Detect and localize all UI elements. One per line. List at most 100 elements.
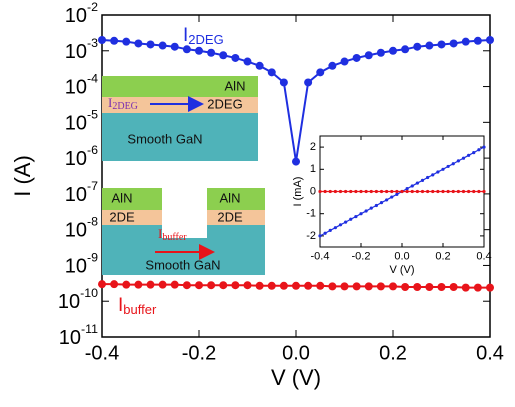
data-point xyxy=(420,178,425,182)
data-point xyxy=(467,189,471,194)
data-point xyxy=(318,234,322,238)
data-point xyxy=(395,192,399,196)
data-point xyxy=(340,282,349,291)
data-point xyxy=(134,280,143,289)
data-point xyxy=(231,281,240,290)
data-point xyxy=(170,42,179,51)
data-point xyxy=(333,226,337,230)
y-tick-label: 10-7 xyxy=(65,179,98,206)
y-tick-label: 10-9 xyxy=(65,251,98,278)
data-point xyxy=(385,189,389,194)
data-point xyxy=(267,68,276,77)
data-point xyxy=(482,145,486,149)
y-tick-label: 10-6 xyxy=(65,143,98,170)
data-point xyxy=(437,40,446,49)
data-point xyxy=(374,203,378,208)
data-point xyxy=(426,189,430,194)
current-label: I xyxy=(158,226,162,241)
data-point xyxy=(461,189,466,194)
data-point xyxy=(389,282,397,291)
data-point xyxy=(395,189,399,194)
data-point xyxy=(390,189,394,194)
data-point xyxy=(415,181,419,185)
data-point xyxy=(292,281,300,290)
tick-exponent: -5 xyxy=(87,108,98,122)
diagram-label: AlN xyxy=(225,78,246,93)
tick-base: 10 xyxy=(65,220,87,242)
diagram-label: 2DE xyxy=(109,209,135,224)
aln-layer xyxy=(102,188,162,210)
diagram-label: Smooth GaN xyxy=(145,257,220,272)
y-tick-label: 0 xyxy=(310,185,316,197)
x-tick-label: 0.4 xyxy=(476,250,491,262)
series-annotation: I2DEG xyxy=(183,25,224,47)
data-point xyxy=(379,189,384,194)
data-point xyxy=(316,281,325,290)
annotation-subscript: 2DEG xyxy=(188,32,223,47)
data-point xyxy=(431,173,435,177)
y-tick-label: 10-5 xyxy=(65,108,98,135)
data-point xyxy=(110,36,119,45)
2de-layer xyxy=(102,210,162,225)
data-point xyxy=(449,39,458,48)
data-point xyxy=(333,189,337,194)
data-point xyxy=(146,280,155,289)
data-point xyxy=(182,45,191,54)
data-point xyxy=(182,281,191,290)
data-point xyxy=(405,187,409,191)
data-point xyxy=(473,283,482,292)
tick-base: 10 xyxy=(59,327,81,349)
data-point xyxy=(304,281,313,290)
tick-base: 10 xyxy=(65,41,87,63)
data-point xyxy=(376,48,385,57)
x-tick-label: 0.2 xyxy=(379,342,407,364)
data-point xyxy=(401,282,410,291)
x-tick-label: 0.2 xyxy=(435,250,450,262)
diagram-label: Ibuffer xyxy=(158,226,187,243)
data-point xyxy=(255,281,264,290)
data-point xyxy=(385,198,389,202)
data-point xyxy=(323,231,327,235)
tick-base: 10 xyxy=(65,5,87,27)
data-point xyxy=(231,53,240,62)
data-point xyxy=(328,282,337,291)
y-tick-label: 2 xyxy=(310,141,316,153)
tick-exponent: -4 xyxy=(87,72,98,86)
data-point xyxy=(415,189,419,194)
series-annotation: Ibuffer xyxy=(118,295,157,317)
data-point xyxy=(195,281,203,290)
data-point xyxy=(328,61,337,70)
data-point xyxy=(437,282,446,291)
y-tick-label: 10-2 xyxy=(65,0,98,27)
annotation-text: I xyxy=(183,25,188,46)
data-point xyxy=(328,228,332,232)
data-point xyxy=(207,48,216,57)
tick-exponent: -10 xyxy=(80,287,98,301)
y-tick-label: -2 xyxy=(306,230,316,242)
data-point xyxy=(446,164,450,169)
data-point xyxy=(413,282,422,291)
data-point xyxy=(354,189,358,194)
data-point xyxy=(426,175,430,180)
data-point xyxy=(477,148,481,152)
diagram-label: AlN xyxy=(220,190,241,205)
y-tick-label: 10-10 xyxy=(58,287,98,314)
data-point xyxy=(410,189,414,194)
y-tick-label: 10-4 xyxy=(65,72,98,99)
data-point xyxy=(110,280,119,289)
data-point xyxy=(461,283,470,292)
tick-exponent: -3 xyxy=(87,36,98,50)
data-point xyxy=(441,189,445,194)
x-tick-label: -0.2 xyxy=(352,250,371,262)
data-point xyxy=(267,281,276,290)
data-point xyxy=(456,159,460,163)
data-point xyxy=(316,68,325,77)
data-point xyxy=(400,189,404,194)
tick-exponent: -9 xyxy=(87,251,98,265)
data-point xyxy=(364,189,368,194)
data-point xyxy=(451,189,455,194)
data-point xyxy=(486,283,494,292)
data-point xyxy=(338,223,343,227)
gan-layer xyxy=(102,225,265,275)
